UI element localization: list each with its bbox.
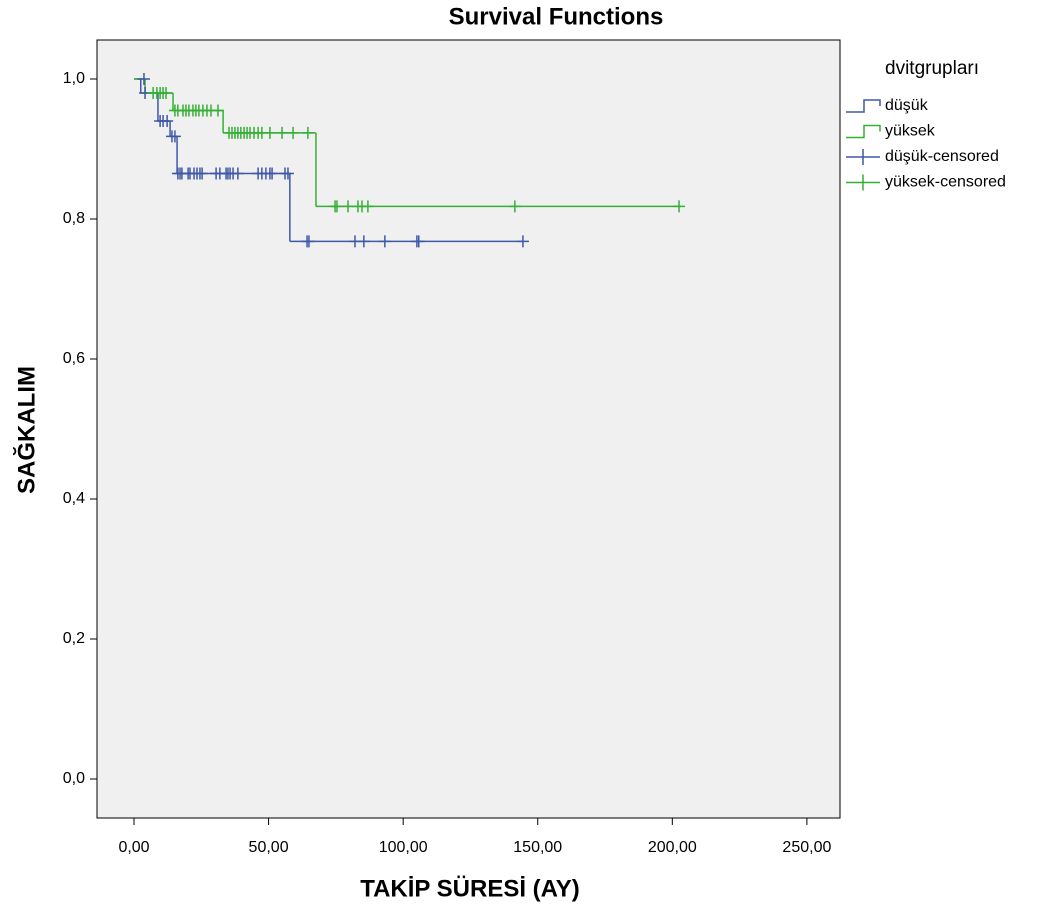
censored-mark xyxy=(160,86,173,99)
censored-mark xyxy=(508,200,521,213)
censored-mark xyxy=(516,235,529,248)
y-tick-label: 0,0 xyxy=(63,770,85,787)
censored-mark xyxy=(287,126,300,139)
censored-mark xyxy=(211,104,224,117)
x-tick-label: 100,00 xyxy=(379,839,428,856)
y-tick-label: 1,0 xyxy=(63,70,85,87)
censored-mark xyxy=(673,200,686,213)
censored-mark xyxy=(301,126,314,139)
x-tick-label: 150,00 xyxy=(513,839,562,856)
censored-mark xyxy=(266,167,279,180)
censored-mark xyxy=(412,235,425,248)
censored-mark xyxy=(378,235,391,248)
y-tick-label: 0,8 xyxy=(63,210,85,227)
legend-label: yüksek-censored xyxy=(885,174,1006,191)
y-tick-label: 0,6 xyxy=(63,350,85,367)
censored-mark xyxy=(357,235,370,248)
x-tick-label: 0,00 xyxy=(118,839,149,856)
censored-mark xyxy=(137,72,150,85)
legend-icon xyxy=(846,124,881,139)
censored-mark xyxy=(263,126,276,139)
legend-icon xyxy=(846,174,880,191)
legend-icon xyxy=(846,149,880,165)
legend-label: yüksek xyxy=(885,123,936,140)
censored-mark xyxy=(281,167,294,180)
censored-mark xyxy=(276,126,289,139)
censored-mark xyxy=(196,167,209,180)
y-tick-label: 0,2 xyxy=(63,630,85,647)
censored-mark xyxy=(361,200,374,213)
censored-mark xyxy=(168,130,181,143)
x-tick-label: 250,00 xyxy=(782,839,831,856)
chart-title: Survival Functions xyxy=(449,3,664,30)
y-axis-label: SAĞKALIM xyxy=(12,366,40,494)
y-tick-label: 0,4 xyxy=(63,490,85,507)
x-tick-label: 50,00 xyxy=(249,839,289,856)
legend-title: dvitgrupları xyxy=(885,58,979,79)
censored-mark xyxy=(302,235,315,248)
x-tick-label: 200,00 xyxy=(648,839,697,856)
legend-label: düşük xyxy=(885,97,929,114)
legend-icon xyxy=(846,99,881,113)
censored-mark xyxy=(330,200,343,213)
x-axis-label: TAKİP SÜRESİ (AY) xyxy=(360,875,580,902)
censored-mark xyxy=(231,167,244,180)
legend-label: düşük-censored xyxy=(885,148,999,165)
plot-area xyxy=(96,39,841,819)
censored-mark xyxy=(161,114,174,127)
